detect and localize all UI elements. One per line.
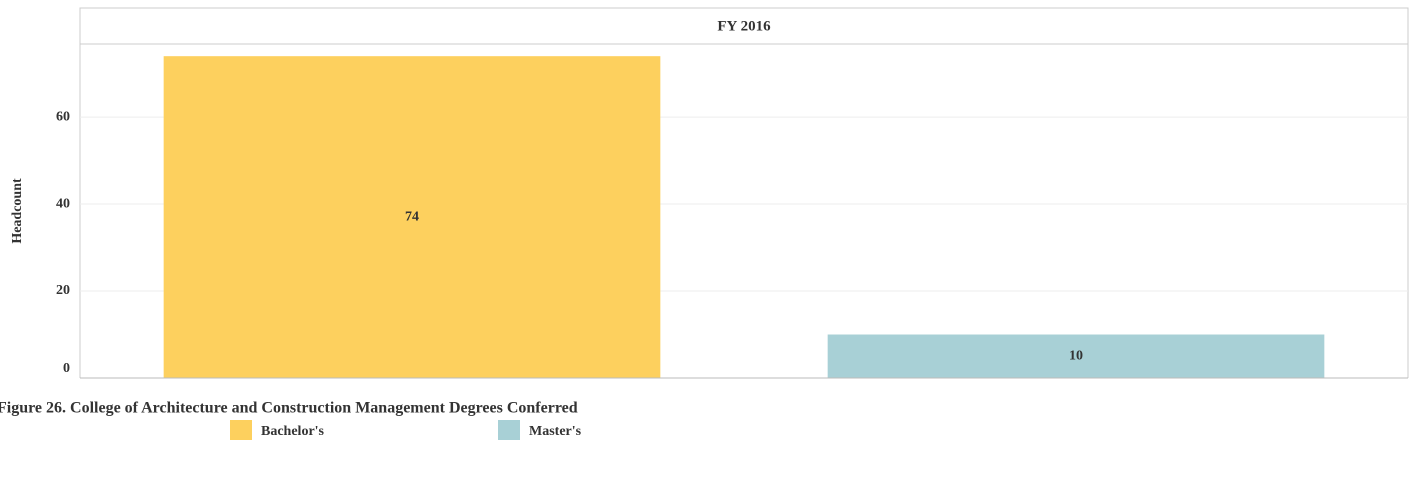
legend-label: Bachelor's bbox=[261, 424, 325, 439]
legend-swatch bbox=[230, 420, 252, 440]
data-label: 74 bbox=[405, 209, 419, 224]
facet-header bbox=[79, 7, 1409, 45]
y-tick-label: 60 bbox=[56, 109, 70, 124]
facet-label: FY 2016 bbox=[717, 18, 771, 34]
bar bbox=[163, 56, 661, 378]
legend-swatch bbox=[498, 420, 520, 440]
y-tick-label: 0 bbox=[63, 361, 70, 376]
data-label: 10 bbox=[1069, 348, 1083, 363]
y-tick-label: 40 bbox=[56, 196, 70, 211]
bar bbox=[827, 334, 1325, 378]
legend-label: Master's bbox=[529, 424, 582, 439]
caption: Figure 26. College of Architecture and C… bbox=[0, 400, 578, 417]
y-axis-label: Headcount bbox=[10, 178, 25, 244]
y-tick-label: 20 bbox=[56, 283, 70, 298]
